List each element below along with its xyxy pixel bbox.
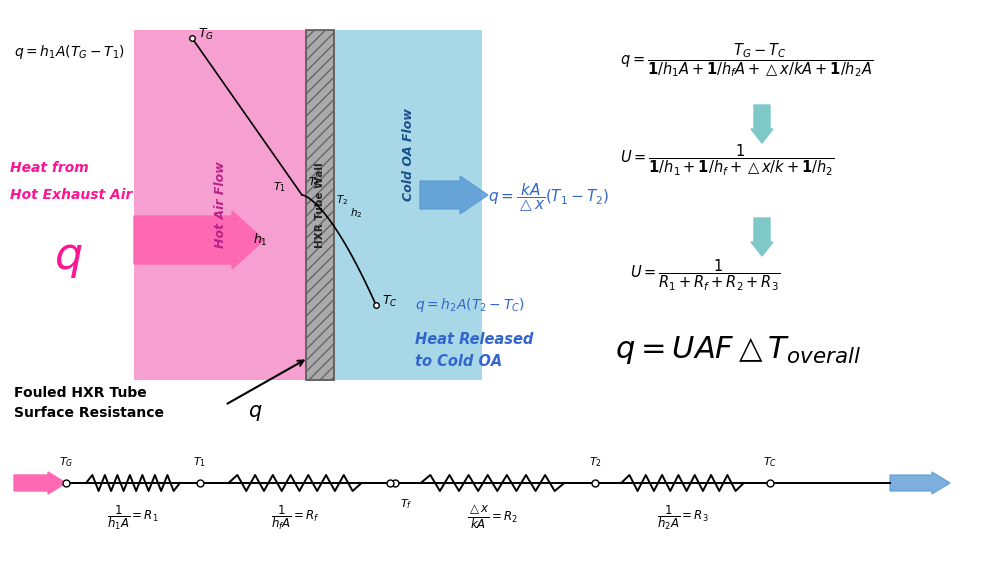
Text: Heat from: Heat from xyxy=(10,161,89,175)
Text: Surface Resistance: Surface Resistance xyxy=(14,406,164,420)
Text: $T_2$: $T_2$ xyxy=(589,455,602,469)
Text: Fouled HXR Tube: Fouled HXR Tube xyxy=(14,386,147,400)
Bar xyxy=(306,30,334,380)
Text: $T_f$: $T_f$ xyxy=(308,175,320,189)
Text: $\dfrac{\triangle x}{kA} = R_2$: $\dfrac{\triangle x}{kA} = R_2$ xyxy=(468,503,518,531)
Text: $\dfrac{1}{h_2 A} = R_3$: $\dfrac{1}{h_2 A} = R_3$ xyxy=(657,503,709,532)
Text: $T_1$: $T_1$ xyxy=(273,180,286,194)
Text: Cold OA Flow: Cold OA Flow xyxy=(401,108,414,202)
FancyArrow shape xyxy=(751,218,773,256)
FancyArrow shape xyxy=(890,472,950,494)
Text: $h_2$: $h_2$ xyxy=(350,206,363,220)
Text: $q$: $q$ xyxy=(54,237,82,280)
Text: $T_1$: $T_1$ xyxy=(193,455,206,469)
Text: Heat Released: Heat Released xyxy=(415,332,533,347)
Text: $T_G$: $T_G$ xyxy=(58,455,73,469)
Text: HXR Tube Wall: HXR Tube Wall xyxy=(315,162,325,248)
Text: to Cold OA: to Cold OA xyxy=(415,354,502,370)
Text: $q = h_1A(T_G - T_1)$: $q = h_1A(T_G - T_1)$ xyxy=(14,43,125,61)
Text: $T_C$: $T_C$ xyxy=(763,455,777,469)
Text: $q = \dfrac{kA}{\triangle x}(T_1 - T_2)$: $q = \dfrac{kA}{\triangle x}(T_1 - T_2)$ xyxy=(488,182,609,214)
Text: $\dfrac{1}{h_1 A} = R_1$: $\dfrac{1}{h_1 A} = R_1$ xyxy=(107,503,159,532)
Text: $T_2$: $T_2$ xyxy=(336,193,348,207)
Text: $T_G$: $T_G$ xyxy=(198,27,214,42)
FancyArrow shape xyxy=(751,105,773,143)
Text: $h_1$: $h_1$ xyxy=(253,232,268,248)
Text: $U = \dfrac{1}{\mathbf{1}/h_1 + \mathbf{1}/h_f + \triangle x/k + \mathbf{1}/h_2}: $U = \dfrac{1}{\mathbf{1}/h_1 + \mathbf{… xyxy=(620,142,834,177)
Bar xyxy=(334,30,482,380)
Text: $q = h_2A(T_2 - T_C)$: $q = h_2A(T_2 - T_C)$ xyxy=(415,296,525,314)
Bar xyxy=(134,30,306,380)
Text: $T_f$: $T_f$ xyxy=(400,497,412,511)
Text: $\dfrac{1}{h_f A} = R_f$: $\dfrac{1}{h_f A} = R_f$ xyxy=(271,503,319,532)
FancyArrow shape xyxy=(420,176,488,214)
Text: $T_C$: $T_C$ xyxy=(382,293,397,308)
Text: $U = \dfrac{1}{R_1 + R_f + R_2 + R_3}$: $U = \dfrac{1}{R_1 + R_f + R_2 + R_3}$ xyxy=(630,258,780,293)
FancyArrow shape xyxy=(134,211,264,269)
FancyArrow shape xyxy=(14,472,66,494)
Text: $q = \dfrac{T_G - T_C}{\mathbf{1}/h_1A + \mathbf{1}/h_fA + \triangle x/kA + \mat: $q = \dfrac{T_G - T_C}{\mathbf{1}/h_1A +… xyxy=(620,41,873,79)
Text: Hot Exhaust Air: Hot Exhaust Air xyxy=(10,188,133,202)
Bar xyxy=(306,30,334,380)
Text: Hot Air Flow: Hot Air Flow xyxy=(213,162,227,249)
Text: $q = UAF\triangle T_{overall}$: $q = UAF\triangle T_{overall}$ xyxy=(615,334,861,366)
Text: $q$: $q$ xyxy=(248,403,263,423)
